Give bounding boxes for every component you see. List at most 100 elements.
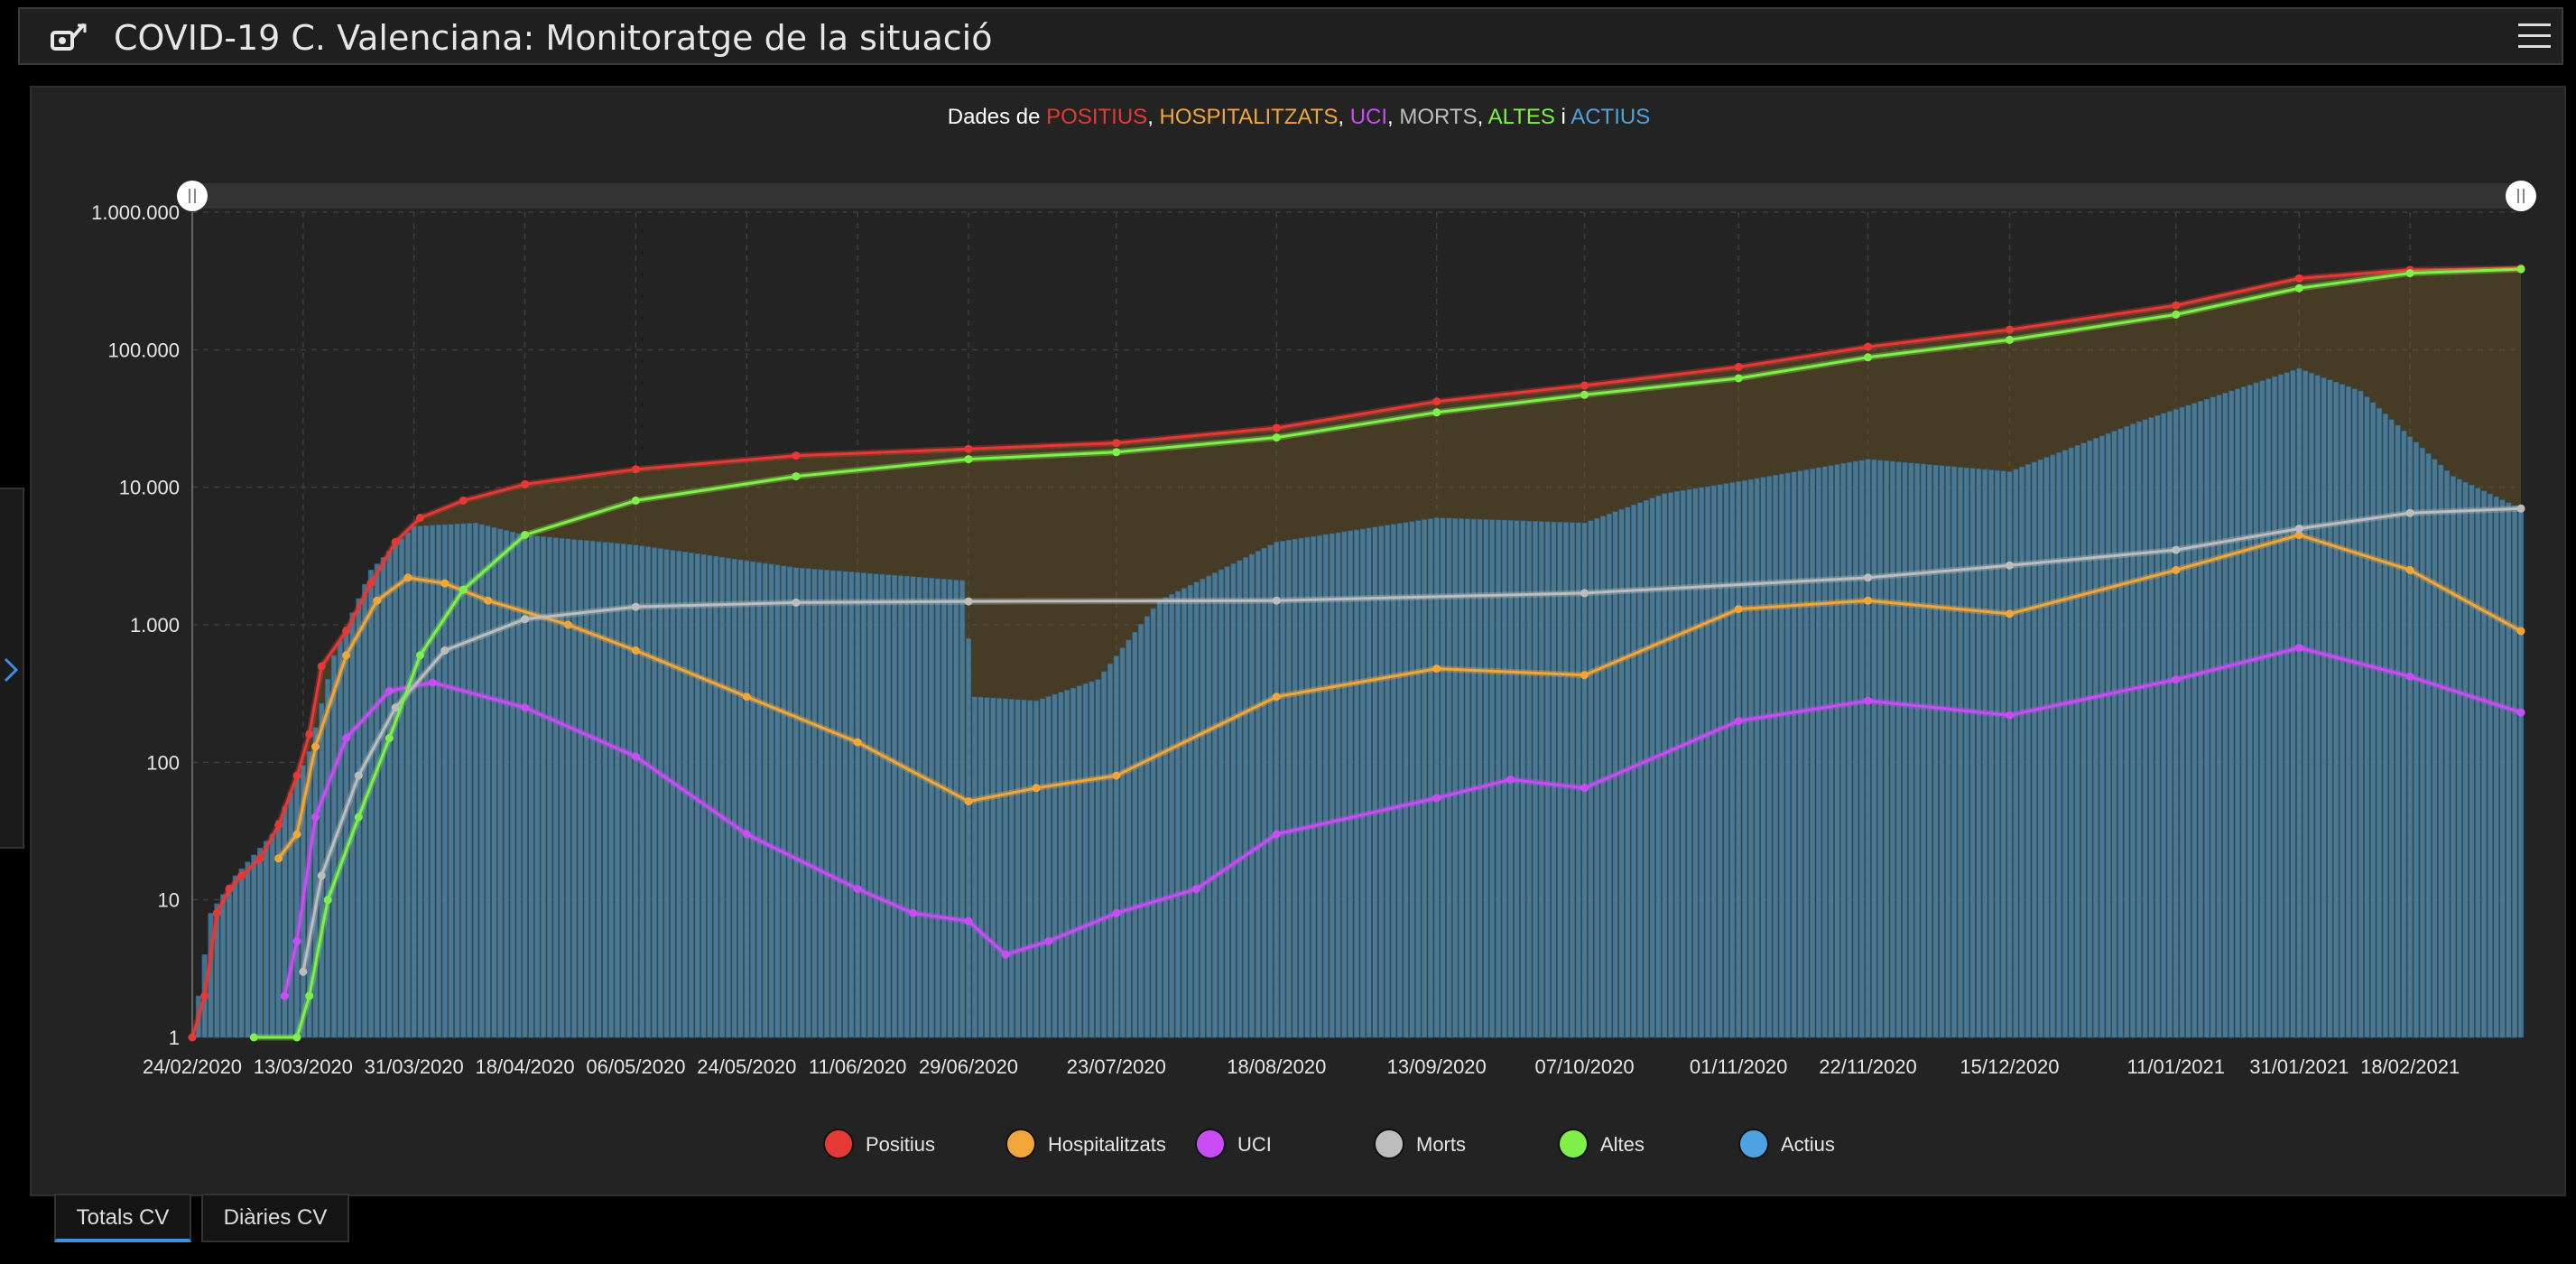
tab-diaries-cv[interactable]: Diàries CV xyxy=(201,1194,349,1242)
positius-point xyxy=(792,451,801,460)
actius-bar xyxy=(879,573,885,1038)
actius-bar xyxy=(263,841,269,1038)
legend-label-hospitalitzats[interactable]: Hospitalitzats xyxy=(1048,1133,1166,1156)
actius-bar xyxy=(1359,528,1366,1038)
y-tick-label: 1.000.000 xyxy=(91,201,180,224)
actius-bar xyxy=(552,537,559,1038)
positius-point xyxy=(1272,423,1281,432)
range-handle-right[interactable] xyxy=(2506,181,2536,211)
actius-bar xyxy=(1636,502,1643,1038)
actius-bar xyxy=(257,847,264,1038)
tab-totals-cv[interactable]: Totals CV xyxy=(54,1194,191,1242)
actius-bar xyxy=(818,569,824,1038)
actius-bar xyxy=(2117,428,2124,1038)
actius-bar xyxy=(1070,687,1077,1038)
actius-bar xyxy=(1237,560,1243,1038)
actius-bar xyxy=(941,578,947,1038)
actius-bar xyxy=(1206,575,1212,1038)
actius-bar xyxy=(1847,461,1853,1038)
actius-bar xyxy=(1015,699,1021,1038)
legend-label-positius[interactable]: Positius xyxy=(866,1133,935,1156)
actius-bar xyxy=(1163,597,1169,1038)
range-slider[interactable] xyxy=(177,181,2536,211)
actius-bar xyxy=(540,536,547,1038)
morts-point xyxy=(317,871,326,880)
actius-bar xyxy=(1662,493,1668,1038)
actius-bar xyxy=(1976,468,1982,1038)
actius-bar xyxy=(2345,386,2351,1038)
positius-point xyxy=(631,465,640,474)
uci-point xyxy=(311,813,320,822)
actius-bar xyxy=(1828,465,1834,1038)
legend-label-altes[interactable]: Altes xyxy=(1600,1133,1645,1156)
actius-bar xyxy=(1021,699,1027,1038)
actius-bar xyxy=(472,522,478,1038)
actius-bar xyxy=(713,555,719,1038)
actius-bar xyxy=(2272,376,2278,1038)
hospitalitzats-point xyxy=(2294,531,2303,539)
actius-bar xyxy=(343,626,349,1038)
altes-point xyxy=(1734,374,1743,383)
morts-point xyxy=(631,602,640,611)
hospitalitzats-point xyxy=(853,738,862,747)
actius-bar xyxy=(1920,463,1926,1038)
uci-point xyxy=(521,703,530,712)
actius-bar xyxy=(1212,572,1219,1038)
actius-bar xyxy=(694,553,700,1038)
actius-bar xyxy=(707,554,713,1038)
actius-bar xyxy=(1926,464,1932,1038)
positius-point xyxy=(521,479,530,488)
actius-bar xyxy=(435,525,442,1038)
actius-bar xyxy=(1470,518,1477,1038)
x-tick-label: 11/01/2021 xyxy=(2127,1055,2225,1078)
actius-bar xyxy=(1378,525,1385,1038)
range-handle-left[interactable] xyxy=(177,181,208,211)
actius-bar xyxy=(306,750,312,1038)
actius-bar xyxy=(1248,553,1255,1038)
actius-bar xyxy=(922,577,929,1038)
actius-bar xyxy=(644,546,652,1038)
altes-point xyxy=(2172,310,2181,319)
y-tick-label: 10 xyxy=(158,889,180,912)
chart-legend: Positius Hospitalitzats UCI Morts Altes Actiu… xyxy=(823,1129,1835,1159)
actius-bar xyxy=(2308,372,2314,1038)
actius-bar xyxy=(676,551,682,1038)
legend-label-uci[interactable]: UCI xyxy=(1237,1133,1272,1156)
actius-bar xyxy=(978,696,984,1038)
actius-bar xyxy=(504,530,510,1038)
legend-label-morts[interactable]: Morts xyxy=(1416,1133,1466,1156)
actius-bar xyxy=(2068,447,2074,1038)
altes-point xyxy=(305,991,314,1000)
actius-bar xyxy=(1304,536,1311,1038)
side-panel-toggle[interactable] xyxy=(0,488,24,849)
actius-bar xyxy=(2148,417,2154,1038)
morts-point xyxy=(440,646,449,655)
actius-bar xyxy=(1058,692,1064,1038)
actius-bar xyxy=(577,539,584,1038)
actius-bar xyxy=(928,577,935,1038)
altes-point xyxy=(964,455,973,464)
altes-point xyxy=(2516,265,2525,274)
legend-label-actius[interactable]: Actius xyxy=(1781,1133,1835,1156)
hamburger-menu-icon[interactable] xyxy=(2516,18,2553,54)
actius-bar xyxy=(639,545,645,1038)
x-tick-label: 18/04/2020 xyxy=(476,1055,575,1078)
actius-bar xyxy=(1409,521,1415,1038)
actius-bar xyxy=(1477,518,1483,1038)
x-tick-label: 18/08/2020 xyxy=(1227,1055,1326,1078)
actius-bar xyxy=(467,523,473,1038)
uci-point xyxy=(2405,672,2414,681)
actius-bar xyxy=(497,528,504,1038)
actius-bar xyxy=(1427,518,1433,1038)
actius-bar xyxy=(1089,681,1095,1038)
actius-bar xyxy=(1101,671,1107,1038)
actius-bar xyxy=(1008,699,1015,1038)
actius-bar xyxy=(1742,479,1748,1038)
positius-point xyxy=(255,854,264,863)
actius-bar xyxy=(2179,406,2185,1038)
actius-bar xyxy=(1489,519,1496,1038)
actius-bar xyxy=(565,538,571,1038)
actius-bar xyxy=(485,525,491,1038)
actius-bar xyxy=(786,566,793,1038)
actius-bar xyxy=(1840,462,1847,1038)
